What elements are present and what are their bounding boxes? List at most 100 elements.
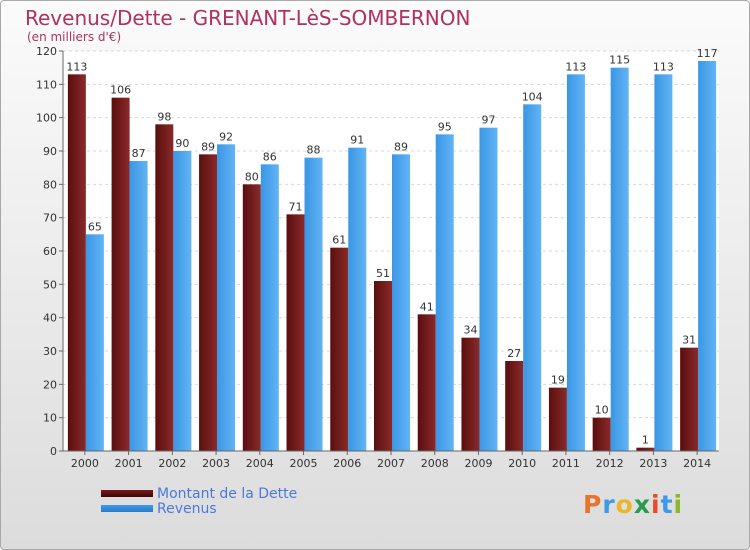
logo-letter: i [651, 490, 661, 519]
bar-dette [111, 97, 130, 452]
logo-letter: t [660, 490, 674, 519]
bar-dette [461, 337, 480, 451]
data-label: 113 [653, 60, 674, 73]
x-tick-label: 2013 [639, 457, 667, 470]
bar-dette [67, 74, 86, 451]
data-label: 80 [245, 170, 259, 183]
logo-letter: o [615, 490, 634, 519]
logo-letter: x [633, 490, 651, 519]
x-tick-label: 2004 [246, 457, 274, 470]
data-label: 89 [201, 140, 215, 153]
bar-revenus [392, 154, 410, 452]
x-tick-label: 2007 [377, 457, 405, 470]
bar-revenus [654, 74, 673, 451]
bar-dette [592, 417, 611, 451]
legend-label-revenus: Revenus [157, 501, 217, 517]
y-tick-label: 30 [43, 345, 57, 358]
x-tick-label: 2001 [115, 457, 143, 470]
y-tick-label: 0 [50, 445, 57, 458]
bar-dette [330, 247, 349, 451]
y-tick-label: 90 [43, 145, 57, 158]
bar-revenus [698, 61, 717, 451]
y-tick-label: 110 [36, 78, 57, 91]
bar-revenus [85, 234, 104, 451]
bar-dette [199, 154, 218, 452]
bar-revenus [129, 161, 148, 451]
data-label: 88 [307, 144, 321, 157]
bar-revenus [304, 157, 323, 451]
bar-revenus [173, 151, 192, 451]
bar-dette [242, 184, 261, 452]
data-label: 113 [66, 60, 87, 73]
bar-revenus [217, 144, 236, 452]
y-tick-label: 60 [43, 245, 57, 258]
data-label: 87 [132, 147, 146, 160]
data-label: 86 [263, 150, 277, 163]
data-label: 91 [350, 134, 364, 147]
data-label: 10 [595, 404, 609, 417]
x-tick-label: 2006 [333, 457, 361, 470]
data-label: 51 [376, 267, 390, 280]
data-label: 34 [463, 324, 477, 337]
x-tick-label: 2011 [552, 457, 580, 470]
chart-title: Revenus/Dette - GRENANT-LèS-SOMBERNON [25, 6, 471, 30]
data-label: 113 [565, 60, 586, 73]
bar-revenus [348, 147, 367, 451]
legend-label-dette: Montant de la Dette [157, 486, 298, 502]
data-label: 71 [289, 200, 303, 213]
y-tick-label: 120 [36, 45, 57, 58]
data-label: 95 [438, 120, 452, 133]
y-tick-label: 100 [36, 112, 57, 125]
y-tick-label: 20 [43, 378, 57, 391]
logo-letter: P [583, 490, 603, 519]
proxiti-logo: Proxiti [583, 490, 683, 519]
x-tick-label: 2008 [421, 457, 449, 470]
data-label: 117 [697, 47, 718, 60]
x-tick-label: 2002 [158, 457, 186, 470]
bar-dette [417, 314, 436, 451]
x-tick-label: 2014 [683, 457, 711, 470]
x-tick-label: 2003 [202, 457, 230, 470]
data-label: 41 [420, 300, 434, 313]
x-tick-label: 2000 [71, 457, 99, 470]
y-tick-label: 80 [43, 178, 57, 191]
logo-letter: i [673, 490, 684, 519]
bar-revenus [566, 74, 585, 451]
bar-revenus [610, 67, 629, 452]
bar-dette [374, 281, 392, 451]
bar-revenus [260, 164, 279, 452]
y-tick-label: 40 [43, 312, 57, 325]
data-label: 104 [522, 90, 543, 103]
data-label: 115 [609, 54, 630, 67]
bar-dette [548, 387, 567, 451]
bar-dette [286, 214, 305, 451]
data-label: 19 [551, 374, 565, 387]
legend-swatch-dette [101, 490, 153, 497]
data-label: 89 [394, 140, 408, 153]
data-label: 65 [88, 220, 102, 233]
y-tick-label: 10 [43, 412, 57, 425]
y-tick-label: 50 [43, 278, 57, 291]
bar-dette [155, 124, 174, 451]
x-tick-label: 2009 [464, 457, 492, 470]
x-tick-label: 2010 [508, 457, 536, 470]
logo-letter: r [602, 490, 616, 519]
x-tick-label: 2012 [596, 457, 624, 470]
bar-revenus [523, 104, 542, 451]
data-label: 61 [332, 234, 346, 247]
bar-dette [680, 347, 699, 451]
data-label: 106 [110, 84, 131, 97]
bar-dette [636, 447, 655, 451]
data-label: 92 [219, 130, 233, 143]
data-label: 98 [157, 110, 171, 123]
legend-swatch-revenus [101, 505, 153, 512]
data-label: 90 [175, 137, 189, 150]
bar-revenus [435, 134, 454, 452]
data-label: 27 [507, 347, 521, 360]
data-label: 31 [682, 334, 696, 347]
bar-revenus [479, 127, 498, 452]
x-tick-label: 2005 [290, 457, 318, 470]
bar-dette [505, 361, 524, 451]
